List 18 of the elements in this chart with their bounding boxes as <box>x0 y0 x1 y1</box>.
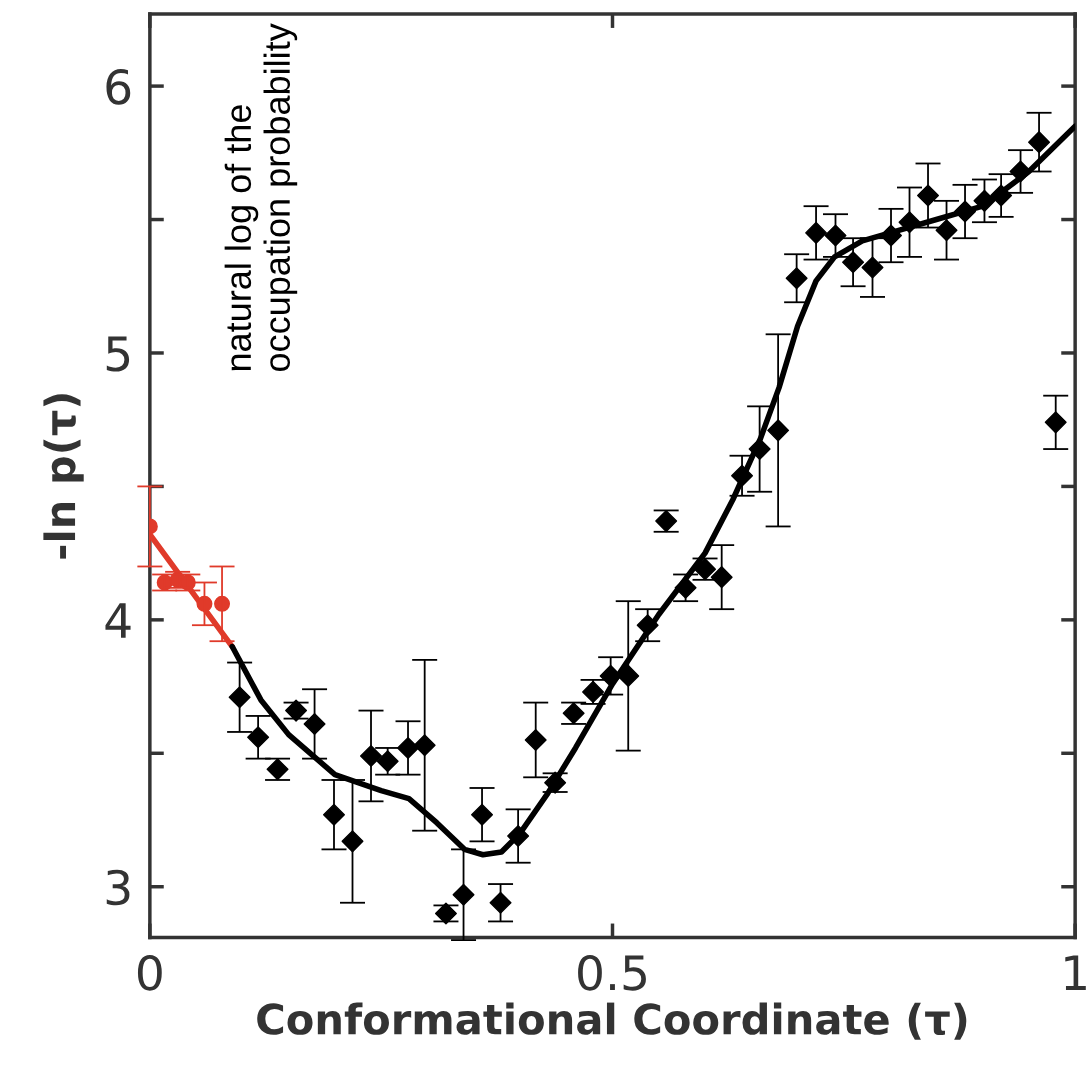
x-tick-label: 1 <box>1065 955 1086 990</box>
point <box>861 256 884 279</box>
x-tick-label: 0.5 <box>578 954 646 991</box>
y-tick-label: 6 <box>106 68 131 105</box>
annotation: natural log of the occupation probability <box>224 23 298 372</box>
y-tick-label: 5 <box>106 336 130 372</box>
x-tick-label: 0 <box>137 954 162 991</box>
point <box>196 595 213 612</box>
point <box>341 830 364 853</box>
point <box>452 883 475 906</box>
point <box>489 891 512 914</box>
y-tick-label: 3 <box>106 869 130 906</box>
y-tick-label: 4 <box>105 603 131 638</box>
x-axis-title: Conformational Coordinate (τ) <box>257 1002 967 1040</box>
y-axis-title: -ln p(τ) <box>43 394 84 559</box>
point <box>935 219 958 242</box>
point <box>824 224 847 247</box>
point <box>1009 160 1032 183</box>
